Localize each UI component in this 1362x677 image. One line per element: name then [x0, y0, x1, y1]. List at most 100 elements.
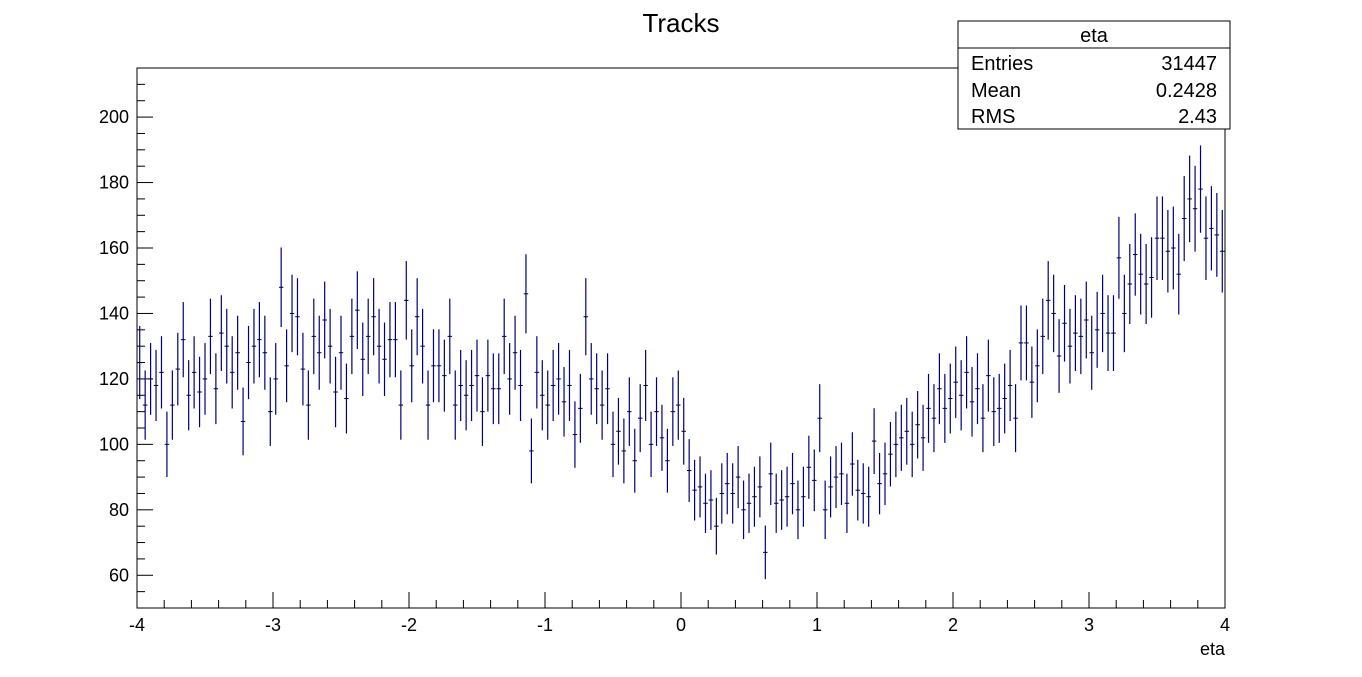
histogram-bin [534, 336, 540, 409]
histogram-bin [714, 497, 719, 555]
x-tick-label: 2 [948, 615, 958, 635]
histogram-bin [741, 480, 746, 540]
histogram-bin [404, 261, 409, 340]
histogram-bin [665, 428, 670, 493]
histogram-bin [855, 459, 861, 521]
histogram-bin [909, 411, 915, 478]
histogram-bin [398, 370, 404, 440]
histogram-bin [926, 373, 931, 443]
histogram-bin [888, 421, 893, 487]
plot-frame [136, 67, 1226, 609]
histogram-bin [420, 308, 425, 384]
histogram-bin [556, 343, 561, 415]
histogram-bin [861, 463, 866, 524]
x-tick-label: -1 [537, 615, 553, 635]
histogram-bin [360, 322, 365, 397]
histogram-bin [1143, 244, 1149, 324]
histogram-bin [833, 446, 839, 509]
histogram-bin [1040, 298, 1045, 375]
histogram-bin [148, 343, 153, 415]
histogram-bin [191, 336, 197, 409]
histogram-bin [491, 353, 496, 425]
x-tick-label: 4 [1220, 615, 1230, 635]
histogram-bin [202, 343, 208, 415]
histogram-bin [518, 349, 523, 422]
histogram-bin [458, 349, 463, 422]
histogram-bin [866, 466, 871, 527]
histogram-bin [338, 315, 344, 390]
histogram-bin [376, 308, 382, 384]
histogram-series [137, 145, 1225, 580]
histogram-bin [295, 278, 300, 356]
histogram-bin [137, 325, 142, 400]
y-tick-label: 180 [99, 173, 129, 193]
histogram-bin [512, 315, 518, 390]
histogram-bin [485, 339, 491, 412]
histogram-bin [300, 332, 306, 406]
histogram-bin [1133, 213, 1138, 296]
histogram-bin [893, 411, 899, 478]
histogram-bin [953, 346, 958, 418]
histogram-bin [670, 377, 676, 446]
histogram-bin [561, 367, 567, 437]
histogram-bin [676, 370, 681, 440]
histogram-bin [784, 466, 790, 527]
histogram-bin [409, 329, 414, 403]
histogram-bin [1007, 349, 1013, 422]
histogram-bin [344, 363, 349, 434]
histogram-bin [229, 336, 235, 409]
histogram-bin [1138, 233, 1143, 315]
histogram-bin [637, 384, 643, 453]
histogram-bin [453, 370, 458, 440]
chart-title: Tracks [642, 8, 719, 38]
histogram-bin [181, 302, 186, 378]
histogram-bin [1018, 305, 1024, 381]
histogram-bin [822, 480, 828, 540]
histogram-bin [278, 247, 284, 328]
stats-box-frame [957, 20, 1231, 130]
histogram-bin [964, 336, 969, 409]
histogram-bin [768, 442, 773, 506]
histogram-bin [355, 271, 360, 350]
histogram-bin [496, 353, 501, 425]
x-tick-label: -2 [401, 615, 417, 635]
histogram-bin [540, 360, 545, 431]
x-tick-label: 1 [812, 615, 822, 635]
histogram-bin [1062, 284, 1067, 362]
histogram-bin [583, 278, 589, 356]
x-axis: -4 -3 -2 -1 0 1 2 3 4 [129, 592, 1230, 635]
y-axis: 60 80 100 120 140 160 180 200 [99, 67, 153, 609]
histogram-bin [763, 525, 768, 580]
histogram-bin [844, 473, 850, 533]
histogram-bin [975, 353, 980, 425]
histogram-bin [219, 295, 224, 371]
histogram-bin [545, 370, 550, 440]
histogram-bin [931, 384, 937, 453]
histogram-bin [159, 336, 164, 409]
histogram-bin [1154, 196, 1160, 280]
y-tick-label: 160 [99, 238, 129, 258]
histogram-bin [365, 298, 371, 375]
histogram-bin [1192, 165, 1198, 252]
histogram-bin [436, 329, 442, 403]
histogram-bin [1056, 319, 1062, 393]
histogram-bin [289, 274, 295, 353]
histogram-bin [648, 411, 654, 478]
histogram-bin [681, 397, 686, 465]
histogram-bin [1024, 305, 1029, 381]
histogram-bin [480, 377, 485, 446]
histogram-bin [1084, 281, 1089, 359]
stats-rms-label: RMS [971, 106, 1015, 128]
histogram-bin [757, 456, 763, 518]
histogram-bin [164, 411, 170, 478]
histogram-bin [1051, 274, 1056, 353]
histogram-bin [1214, 192, 1220, 277]
histogram-bin [605, 353, 610, 425]
histogram-bin [349, 298, 355, 375]
y-tick-label: 200 [99, 107, 129, 127]
histogram-bin [790, 452, 795, 515]
histogram-bin [1100, 274, 1105, 353]
histogram-bin [1122, 274, 1127, 353]
histogram-bin [317, 315, 322, 390]
stats-mean-label: Mean [971, 80, 1021, 102]
